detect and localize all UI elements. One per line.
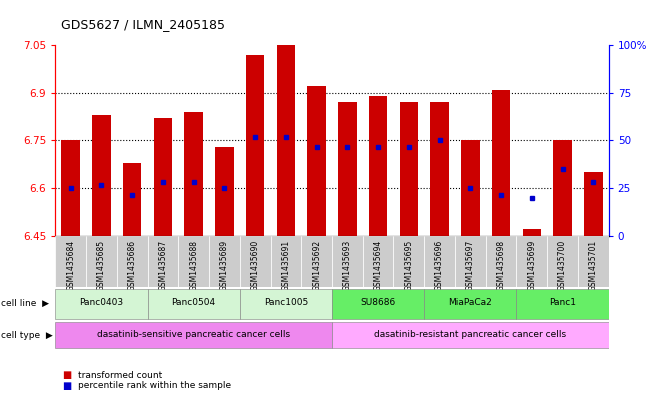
- Text: ■: ■: [62, 381, 71, 391]
- Text: transformed count: transformed count: [78, 371, 162, 380]
- Bar: [61, 140, 80, 236]
- Text: GSM1435696: GSM1435696: [435, 240, 444, 291]
- Bar: [55, 322, 332, 348]
- Bar: [338, 102, 357, 236]
- Bar: [332, 322, 609, 348]
- Bar: [117, 236, 148, 287]
- Text: GSM1435700: GSM1435700: [558, 240, 567, 291]
- Bar: [86, 236, 117, 287]
- Text: GSM1435694: GSM1435694: [374, 240, 383, 291]
- Text: GSM1435689: GSM1435689: [220, 240, 229, 291]
- Bar: [246, 55, 264, 236]
- Bar: [332, 288, 424, 319]
- Bar: [240, 236, 271, 287]
- Bar: [430, 102, 449, 236]
- Bar: [393, 236, 424, 287]
- Bar: [55, 288, 148, 319]
- Bar: [516, 236, 547, 287]
- Bar: [123, 163, 141, 236]
- Text: GSM1435685: GSM1435685: [97, 240, 106, 291]
- Bar: [547, 236, 578, 287]
- Text: GSM1435690: GSM1435690: [251, 240, 260, 291]
- Bar: [523, 230, 541, 236]
- Bar: [55, 236, 86, 287]
- Bar: [154, 118, 172, 236]
- Text: dasatinib-resistant pancreatic cancer cells: dasatinib-resistant pancreatic cancer ce…: [374, 330, 566, 339]
- Text: MiaPaCa2: MiaPaCa2: [449, 298, 492, 307]
- Bar: [184, 112, 203, 236]
- Bar: [148, 236, 178, 287]
- Bar: [271, 236, 301, 287]
- Text: GSM1435698: GSM1435698: [497, 240, 506, 291]
- Text: Panc0504: Panc0504: [172, 298, 215, 307]
- Bar: [301, 236, 332, 287]
- Text: cell line  ▶: cell line ▶: [1, 299, 49, 308]
- Bar: [277, 45, 295, 236]
- Text: Panc1: Panc1: [549, 298, 576, 307]
- Text: GSM1435688: GSM1435688: [189, 240, 198, 291]
- Bar: [92, 115, 111, 236]
- Bar: [578, 236, 609, 287]
- Bar: [553, 140, 572, 236]
- Text: GSM1435686: GSM1435686: [128, 240, 137, 291]
- Text: percentile rank within the sample: percentile rank within the sample: [78, 382, 231, 390]
- Bar: [178, 236, 209, 287]
- Bar: [209, 236, 240, 287]
- Text: GSM1435692: GSM1435692: [312, 240, 321, 291]
- Text: GSM1435691: GSM1435691: [281, 240, 290, 291]
- Text: GSM1435687: GSM1435687: [158, 240, 167, 291]
- Bar: [455, 236, 486, 287]
- Text: GSM1435699: GSM1435699: [527, 240, 536, 291]
- Bar: [424, 236, 455, 287]
- Text: GDS5627 / ILMN_2405185: GDS5627 / ILMN_2405185: [61, 18, 225, 31]
- Text: Panc0403: Panc0403: [79, 298, 124, 307]
- Text: GSM1435701: GSM1435701: [589, 240, 598, 291]
- Text: GSM1435697: GSM1435697: [466, 240, 475, 291]
- Text: GSM1435693: GSM1435693: [343, 240, 352, 291]
- Bar: [363, 236, 393, 287]
- Text: GSM1435695: GSM1435695: [404, 240, 413, 291]
- Text: SU8686: SU8686: [361, 298, 396, 307]
- Text: ■: ■: [62, 370, 71, 380]
- Bar: [240, 288, 332, 319]
- Text: GSM1435684: GSM1435684: [66, 240, 76, 291]
- Bar: [424, 288, 516, 319]
- Bar: [369, 96, 387, 236]
- Bar: [400, 102, 418, 236]
- Text: cell type  ▶: cell type ▶: [1, 331, 53, 340]
- Bar: [486, 236, 516, 287]
- Text: dasatinib-sensitive pancreatic cancer cells: dasatinib-sensitive pancreatic cancer ce…: [97, 330, 290, 339]
- Bar: [461, 140, 480, 236]
- Bar: [215, 147, 234, 236]
- Bar: [332, 236, 363, 287]
- Bar: [307, 86, 326, 236]
- Text: Panc1005: Panc1005: [264, 298, 308, 307]
- Bar: [148, 288, 240, 319]
- Bar: [492, 90, 510, 236]
- Bar: [516, 288, 609, 319]
- Bar: [584, 172, 603, 236]
